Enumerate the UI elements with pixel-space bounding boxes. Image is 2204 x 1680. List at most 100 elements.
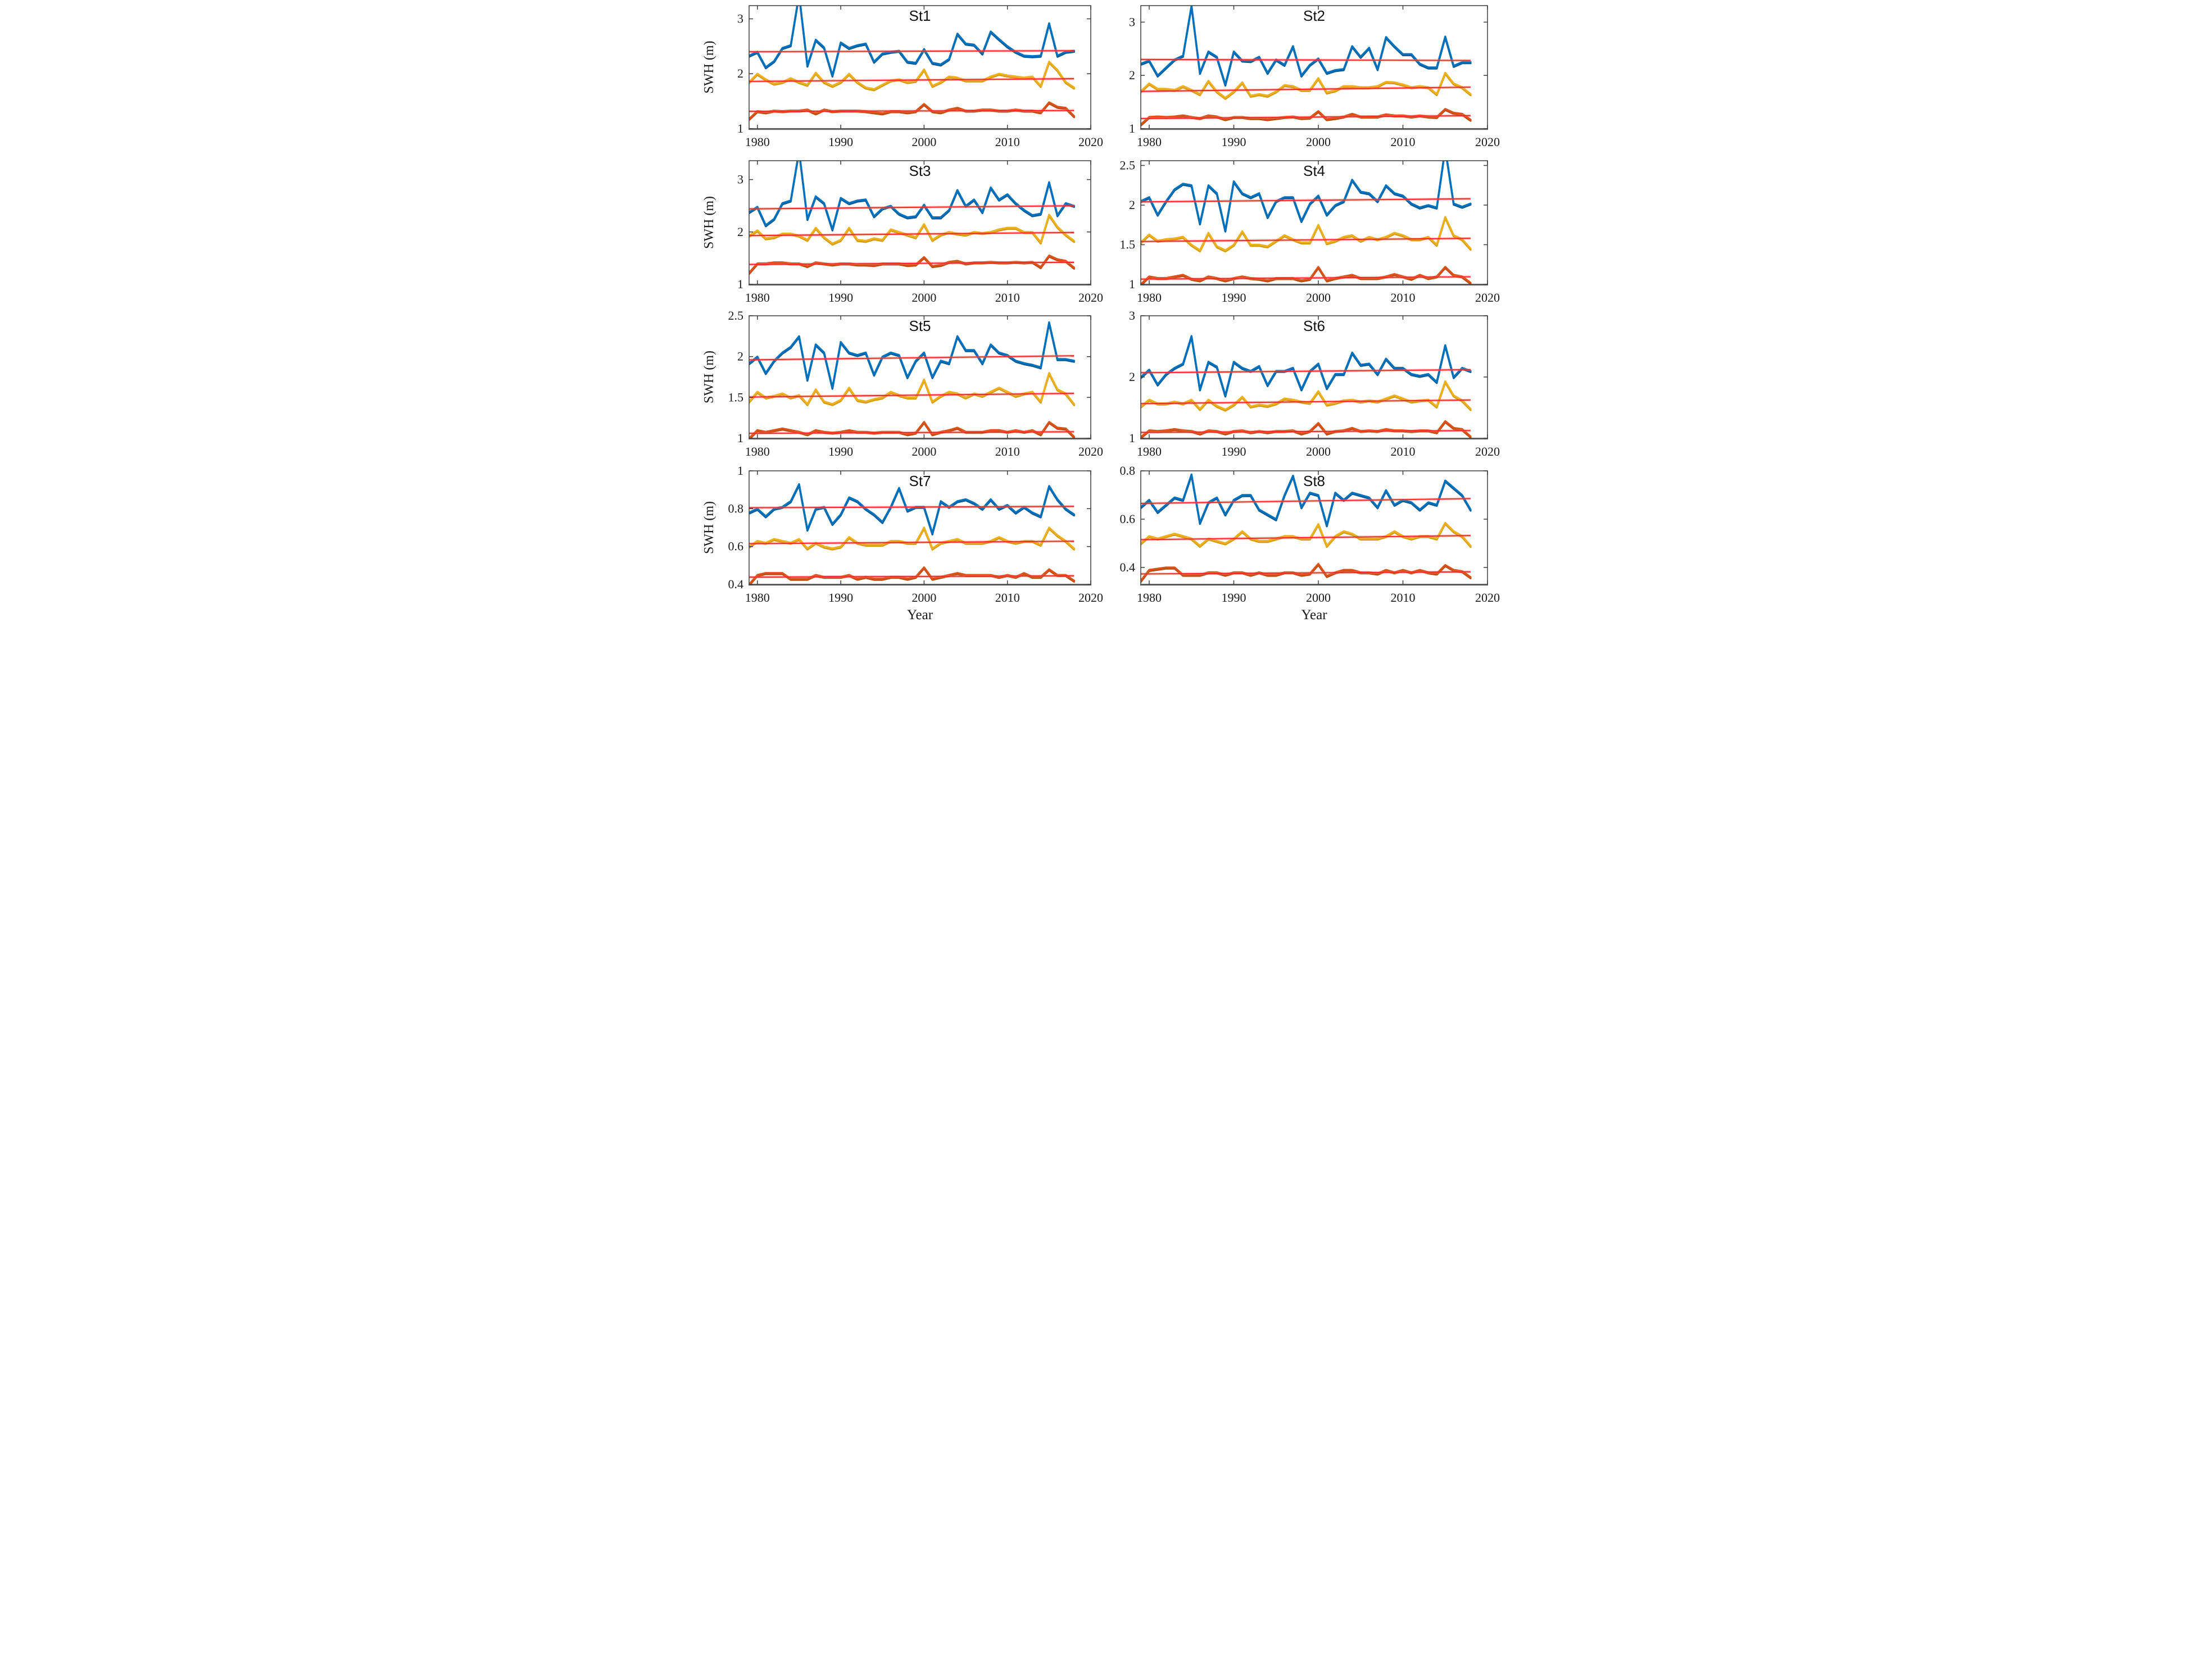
x-tick-label: 2010 xyxy=(1391,290,1416,305)
y-tick-label: 2 xyxy=(737,225,743,239)
trend-line-orange xyxy=(749,261,1074,265)
panel-title: St8 xyxy=(1303,473,1325,489)
y-tick-label: 0.4 xyxy=(1120,560,1136,574)
series-line-orange xyxy=(1141,562,1472,582)
x-tick-label: 2010 xyxy=(1391,444,1416,458)
x-axis-label: Year xyxy=(1301,607,1327,623)
trend-line-blue xyxy=(1141,498,1471,504)
chart-panel: 1980 1990 2000 2010 2020 1 1.5 2 2.5 St5 SWH (m) xyxy=(702,308,1103,458)
x-tick-label: 2000 xyxy=(1306,444,1331,458)
x-tick-label: 1980 xyxy=(1137,591,1162,605)
x-tick-label: 1990 xyxy=(828,290,853,305)
series-line-yellow-shadow xyxy=(1141,382,1472,412)
x-tick-label: 1980 xyxy=(1137,290,1162,305)
panel-title: St4 xyxy=(1303,162,1325,179)
axis-box xyxy=(749,160,1091,285)
series-line-yellow xyxy=(1141,71,1472,99)
x-tick-label: 2020 xyxy=(1475,591,1500,605)
series-line-yellow xyxy=(1141,380,1472,411)
y-tick-label: 1 xyxy=(1129,277,1135,291)
series-line-orange xyxy=(749,421,1075,438)
x-tick-label: 2010 xyxy=(995,591,1020,605)
series-line-orange xyxy=(749,101,1075,120)
series-line-blue xyxy=(1141,161,1472,231)
x-tick-label: 1990 xyxy=(828,444,853,458)
x-tick-label: 2020 xyxy=(1078,290,1103,305)
axis-box xyxy=(749,5,1091,129)
figure-canvas: 1980 1990 2000 2010 2020 1 2 3 St1 SWH (m) 1980 199… xyxy=(697,0,1507,632)
trend-line-yellow xyxy=(749,541,1074,544)
x-tick-label: 2020 xyxy=(1475,290,1500,305)
y-tick-label: 0.8 xyxy=(728,501,744,515)
series-line-blue xyxy=(1141,335,1472,397)
series-line-blue xyxy=(749,321,1075,389)
y-tick-label: 3 xyxy=(737,12,743,26)
y-tick-label: 1 xyxy=(737,431,743,445)
trend-line-orange xyxy=(1141,276,1471,280)
trend-line-blue xyxy=(749,506,1074,508)
y-tick-label: 3 xyxy=(737,172,743,187)
y-tick-label: 0.4 xyxy=(728,577,744,591)
x-tick-label: 2000 xyxy=(1306,290,1331,305)
x-tick-label: 2000 xyxy=(911,444,936,458)
series-line-yellow-shadow xyxy=(749,373,1075,406)
series-line-blue xyxy=(749,6,1075,76)
trend-line-yellow xyxy=(749,393,1074,398)
chart-panel: 1980 1990 2000 2010 2020 1 2 3 St2 xyxy=(1129,5,1500,149)
trend-line-orange xyxy=(1141,571,1471,575)
y-tick-label: 0.8 xyxy=(1120,464,1136,478)
x-tick-label: 1980 xyxy=(745,135,770,149)
chart-panel: 1980 1990 2000 2010 2020 1 1.5 2 2.5 St4 xyxy=(1120,158,1500,305)
x-tick-label: 1980 xyxy=(745,444,770,458)
trend-line-yellow xyxy=(1141,399,1471,405)
series-line-orange-shadow xyxy=(1141,421,1472,438)
axis-box xyxy=(1140,470,1488,585)
x-tick-label: 1980 xyxy=(1137,135,1162,149)
y-tick-label: 1.5 xyxy=(728,390,744,404)
trend-line-blue xyxy=(749,50,1074,52)
x-tick-label: 1980 xyxy=(1137,444,1162,458)
y-tick-label: 2 xyxy=(737,66,743,80)
x-tick-label: 2010 xyxy=(1391,591,1416,605)
series-line-orange xyxy=(749,255,1075,274)
y-tick-label: 1 xyxy=(737,464,743,478)
series-line-yellow xyxy=(749,526,1075,550)
chart-panel: 1980 1990 2000 2010 2020 1 2 3 St1 SWH (m) xyxy=(702,5,1103,149)
y-tick-label: 1 xyxy=(737,277,743,291)
y-tick-label: 0.6 xyxy=(1120,512,1136,526)
x-tick-label: 2000 xyxy=(911,135,936,149)
series-line-yellow xyxy=(749,372,1075,405)
series-line-orange xyxy=(749,566,1075,584)
panel-title: St3 xyxy=(909,162,931,179)
series-line-blue-shadow xyxy=(749,484,1075,535)
x-tick-label: 1990 xyxy=(1222,135,1246,149)
y-axis-label: SWH (m) xyxy=(702,351,716,403)
x-tick-label: 1990 xyxy=(1222,591,1246,605)
series-line-blue xyxy=(1141,473,1472,526)
chart-panel: 1980 1990 2000 2010 2020 1 2 3 St6 xyxy=(1129,308,1500,458)
x-tick-label: 1990 xyxy=(1222,444,1246,458)
trend-line-blue xyxy=(1141,369,1471,374)
chart-panel: 1980 1990 2000 2010 2020 1 2 3 St3 SWH (m) xyxy=(702,160,1103,305)
trend-line-blue xyxy=(749,355,1074,361)
axis-box xyxy=(1140,5,1488,129)
series-line-yellow xyxy=(749,214,1075,244)
x-tick-label: 2000 xyxy=(1306,591,1331,605)
trend-line-yellow xyxy=(1141,87,1471,92)
series-line-blue-shadow xyxy=(1141,161,1472,233)
series-line-orange xyxy=(1141,266,1472,284)
series-line-orange-shadow xyxy=(749,256,1075,275)
panel-title: St7 xyxy=(909,473,931,489)
y-tick-label: 2 xyxy=(1129,198,1135,212)
x-tick-label: 2010 xyxy=(995,135,1020,149)
series-line-blue xyxy=(1141,6,1472,86)
trend-line-orange xyxy=(1141,115,1471,119)
x-tick-label: 1980 xyxy=(745,591,770,605)
x-tick-label: 1990 xyxy=(1222,290,1246,305)
x-tick-label: 2020 xyxy=(1475,444,1500,458)
y-tick-label: 3 xyxy=(1129,308,1135,323)
x-tick-label: 1990 xyxy=(828,135,853,149)
trend-line-yellow xyxy=(1141,238,1471,242)
x-tick-label: 2020 xyxy=(1078,591,1103,605)
series-line-blue-shadow xyxy=(1141,336,1472,398)
